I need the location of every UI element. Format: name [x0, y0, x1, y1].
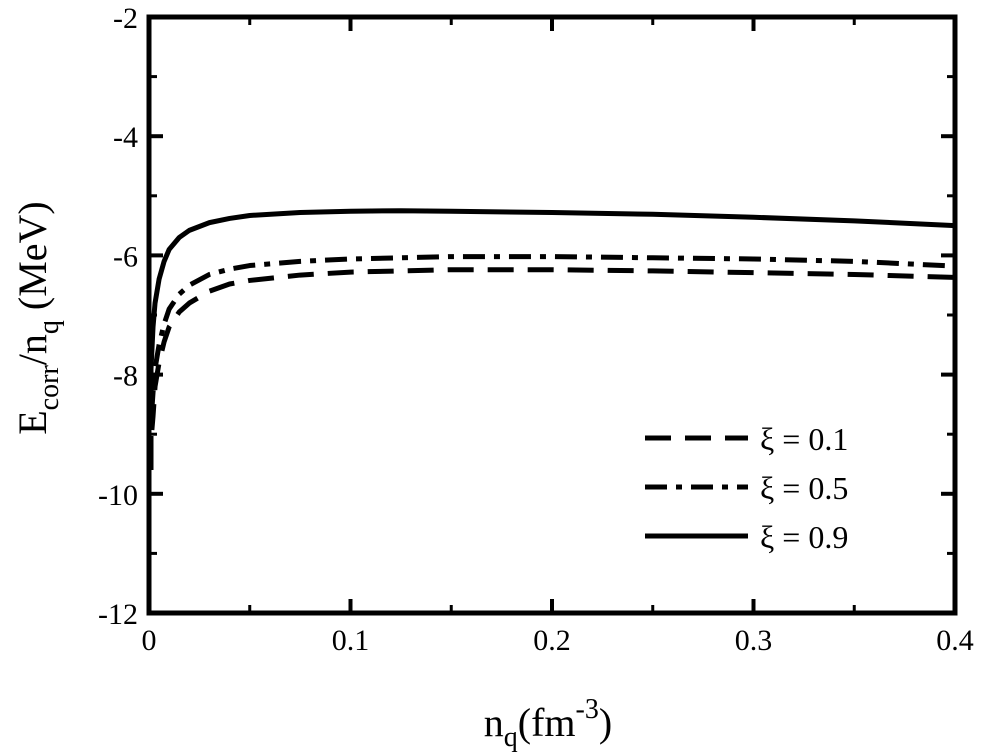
legend-label-xi-0.1: ξ = 0.1 [760, 421, 848, 457]
y-tick-label: -10 [98, 479, 138, 512]
x-tick-label: 0.1 [332, 624, 370, 657]
series-line-ξ=0.5 [148, 254, 956, 459]
x-axis-title: nq(fm-3) [484, 694, 612, 753]
legend-label-xi-0.5: ξ = 0.5 [760, 470, 848, 506]
y-tick-label: -8 [113, 360, 138, 393]
y-tick-label: -4 [113, 121, 138, 154]
x-tick-label: 0.4 [936, 624, 974, 657]
ticks-layer [147, 15, 957, 615]
x-tick-label: 0 [142, 624, 157, 657]
legend: ξ = 0.1 ξ = 0.5 ξ = 0.9 [645, 421, 848, 555]
series-line-ξ=0.9 [148, 208, 956, 411]
y-axis-title: Ecorr/nq (MeV) [10, 201, 65, 435]
series-layer [148, 208, 956, 470]
y-tick-label: -12 [98, 598, 138, 631]
tick-labels: 0 0.1 0.2 0.3 0.4 -12 -10 -8 -6 -4 -2 [98, 2, 974, 657]
series-line-ξ=0.1 [148, 267, 956, 470]
y-tick-label: -6 [113, 240, 138, 273]
x-tick-label: 0.2 [533, 624, 571, 657]
y-tick-label: -2 [113, 2, 138, 35]
x-tick-label: 0.3 [735, 624, 773, 657]
legend-label-xi-0.9: ξ = 0.9 [760, 519, 848, 555]
